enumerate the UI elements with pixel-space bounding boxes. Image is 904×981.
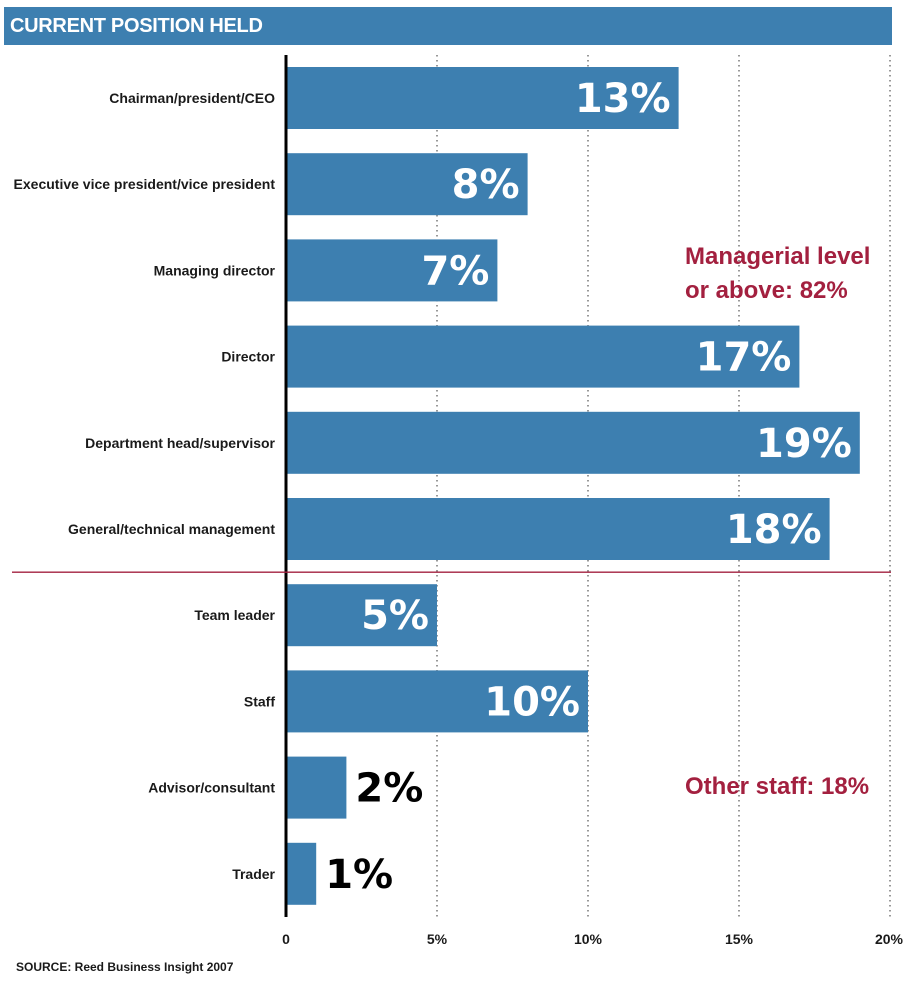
category-label-0: Chairman/president/CEO [109, 90, 275, 106]
value-label-9: 1% [325, 852, 393, 898]
bar-6 [286, 584, 437, 647]
annotation-other-staff: Other staff: 18% [685, 773, 869, 800]
value-label-5: 18% [726, 507, 822, 553]
category-label-5: General/technical management [68, 521, 275, 537]
value-label-3: 17% [696, 335, 792, 381]
value-label-7: 10% [484, 679, 580, 725]
bar-9 [286, 842, 317, 905]
value-label-0: 13% [575, 76, 671, 122]
value-label-4: 19% [756, 421, 852, 467]
bar-2 [286, 239, 498, 302]
bar-8 [286, 756, 347, 819]
chart-title: CURRENT POSITION HELD [4, 7, 892, 45]
x-tick-label-2: 10% [574, 931, 603, 947]
value-label-6: 5% [361, 593, 429, 639]
value-label-2: 7% [421, 248, 489, 294]
bar-3 [286, 325, 800, 388]
x-tick-label-1: 5% [427, 931, 448, 947]
x-tick-label-0: 0 [282, 931, 290, 947]
category-label-8: Advisor/consultant [148, 780, 275, 796]
category-label-6: Team leader [194, 607, 275, 623]
bar-4 [286, 411, 860, 474]
source-note: SOURCE: Reed Business Insight 2007 [16, 960, 234, 974]
bar-1 [286, 153, 528, 216]
category-label-2: Managing director [154, 262, 276, 278]
annotation-managerial-line1: Managerial level [685, 243, 870, 270]
value-label-8: 2% [355, 766, 423, 812]
category-label-1: Executive vice president/vice president [14, 176, 276, 192]
annotation-managerial-line2: or above: 82% [685, 277, 848, 304]
value-label-1: 8% [452, 162, 520, 208]
category-label-4: Department head/supervisor [85, 435, 275, 451]
x-tick-label-4: 20% [875, 931, 904, 947]
category-label-9: Trader [232, 866, 275, 882]
category-label-3: Director [221, 349, 275, 365]
bar-7 [286, 670, 588, 733]
bar-5 [286, 498, 830, 560]
bar-0 [286, 67, 679, 129]
category-label-7: Staff [244, 693, 275, 709]
x-tick-label-3: 15% [725, 931, 754, 947]
